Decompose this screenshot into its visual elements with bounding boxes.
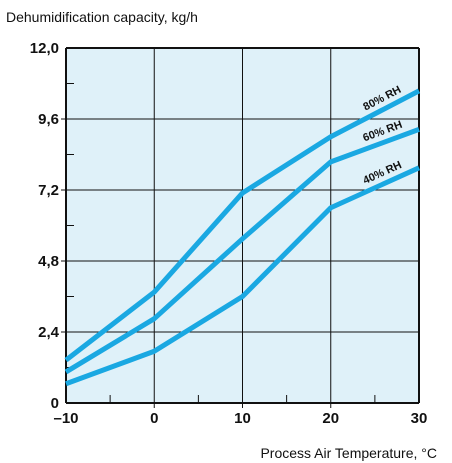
x-tick-label: –10 [53,410,78,427]
minor-ticks [66,83,376,403]
y-tick-label: 4,8 [38,253,59,270]
gridlines [61,47,420,408]
y-axis-label: Dehumidification capacity, kg/h [6,9,198,25]
x-tick-label: 10 [234,410,251,427]
y-tick-labels: 0 2,4 4,8 7,2 9,6 12,0 [30,40,60,412]
y-tick-label: 2,4 [38,324,60,341]
series-lines [64,88,421,387]
x-tick-label: 20 [322,410,339,427]
y-tick-label: 12,0 [30,40,59,57]
x-tick-label: 30 [411,410,428,427]
y-tick-label: 0 [51,395,59,412]
series-line [65,165,421,387]
x-tick-labels: –10 0 10 20 30 [53,410,427,427]
series-line [64,127,420,375]
y-tick-label: 9,6 [38,111,59,128]
series-line [64,88,421,363]
y-tick-label: 7,2 [38,182,59,199]
x-tick-label: 0 [150,410,158,427]
x-axis-label: Process Air Temperature, °C [260,445,437,461]
